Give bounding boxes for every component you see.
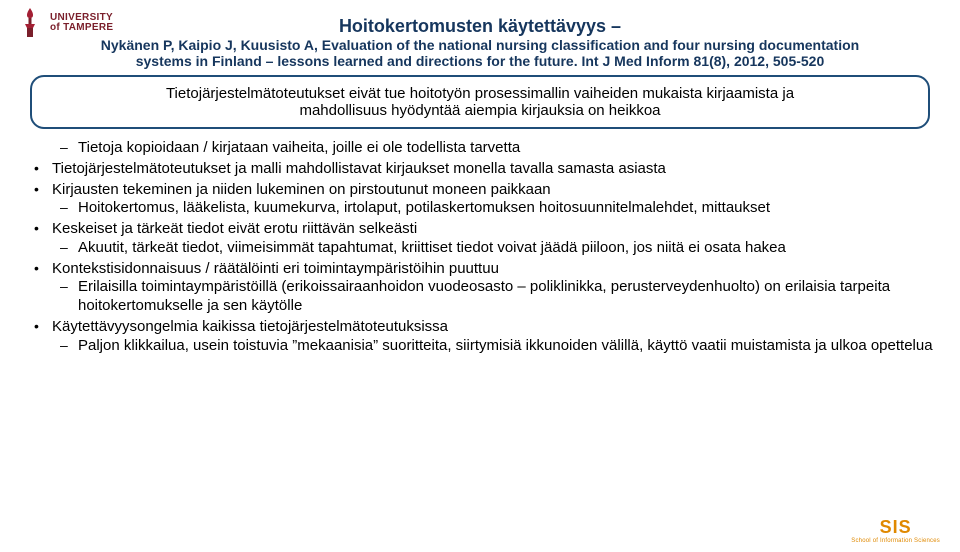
- slide-citation-line2: systems in Finland – lessons learned and…: [24, 53, 936, 69]
- list-item: Kirjausten tekeminen ja niiden lukeminen…: [52, 181, 936, 219]
- sub-list: Paljon klikkailua, usein toistuvia ”meka…: [52, 337, 936, 356]
- logo-line2: of TAMPERE: [50, 23, 113, 33]
- slide-title: Hoitokertomusten käytettävyys –: [24, 16, 936, 37]
- list-item: Keskeiset ja tärkeät tiedot eivät erotu …: [52, 220, 936, 258]
- sub-list: Tietoja kopioidaan / kirjataan vaiheita,…: [52, 139, 936, 158]
- sub-list: Erilaisilla toimintaympäristöillä (eriko…: [52, 278, 936, 316]
- bullet-list: Tietoja kopioidaan / kirjataan vaiheita,…: [24, 139, 936, 355]
- list-item-text: Kontekstisidonnaisuus / räätälöinti eri …: [52, 260, 499, 277]
- university-logo: UNIVERSITY of TAMPERE: [16, 6, 113, 40]
- sub-list-item: Akuutit, tärkeät tiedot, viimeisimmät ta…: [78, 239, 936, 258]
- sub-list: Akuutit, tärkeät tiedot, viimeisimmät ta…: [52, 239, 936, 258]
- sub-list-item-text: Akuutit, tärkeät tiedot, viimeisimmät ta…: [78, 239, 786, 256]
- footer-tag: School of Information Sciences: [851, 538, 940, 544]
- sub-list-item: Hoitokertomus, lääkelista, kuumekurva, i…: [78, 199, 936, 218]
- list-item-text: Käytettävyysongelmia kaikissa tietojärje…: [52, 318, 448, 335]
- list-item-text: Keskeiset ja tärkeät tiedot eivät erotu …: [52, 220, 417, 237]
- logo-text: UNIVERSITY of TAMPERE: [50, 13, 113, 33]
- sub-list-item-text: Erilaisilla toimintaympäristöillä (eriko…: [78, 278, 890, 314]
- footer-sis: SIS: [880, 517, 912, 538]
- sub-list-item-text: Tietoja kopioidaan / kirjataan vaiheita,…: [78, 139, 520, 156]
- slide: UNIVERSITY of TAMPERE Hoitokertomusten k…: [0, 0, 960, 552]
- list-item-text: Tietojärjestelmätoteutukset ja malli mah…: [52, 160, 666, 177]
- torch-icon: [16, 6, 44, 40]
- callout-line2: mahdollisuus hyödyntää aiempia kirjauksi…: [46, 102, 914, 119]
- sub-list: Hoitokertomus, lääkelista, kuumekurva, i…: [52, 199, 936, 218]
- callout-box: Tietojärjestelmätoteutukset eivät tue ho…: [30, 75, 930, 129]
- callout-line1: Tietojärjestelmätoteutukset eivät tue ho…: [46, 85, 914, 102]
- slide-citation-line1: Nykänen P, Kaipio J, Kuusisto A, Evaluat…: [24, 37, 936, 53]
- footer-logo: SIS School of Information Sciences: [851, 517, 940, 544]
- sub-list-item: Erilaisilla toimintaympäristöillä (eriko…: [78, 278, 936, 316]
- slide-header: Hoitokertomusten käytettävyys – Nykänen …: [24, 16, 936, 69]
- list-item-text: Kirjausten tekeminen ja niiden lukeminen…: [52, 181, 551, 198]
- list-item: Käytettävyysongelmia kaikissa tietojärje…: [52, 318, 936, 356]
- sub-list-item: Tietoja kopioidaan / kirjataan vaiheita,…: [78, 139, 936, 158]
- sub-list-item-text: Hoitokertomus, lääkelista, kuumekurva, i…: [78, 199, 770, 216]
- sub-list-item-text: Paljon klikkailua, usein toistuvia ”meka…: [78, 337, 933, 354]
- list-item: Kontekstisidonnaisuus / räätälöinti eri …: [52, 260, 936, 316]
- list-item: Tietojärjestelmätoteutukset ja malli mah…: [52, 160, 936, 179]
- sub-list-item: Paljon klikkailua, usein toistuvia ”meka…: [78, 337, 936, 356]
